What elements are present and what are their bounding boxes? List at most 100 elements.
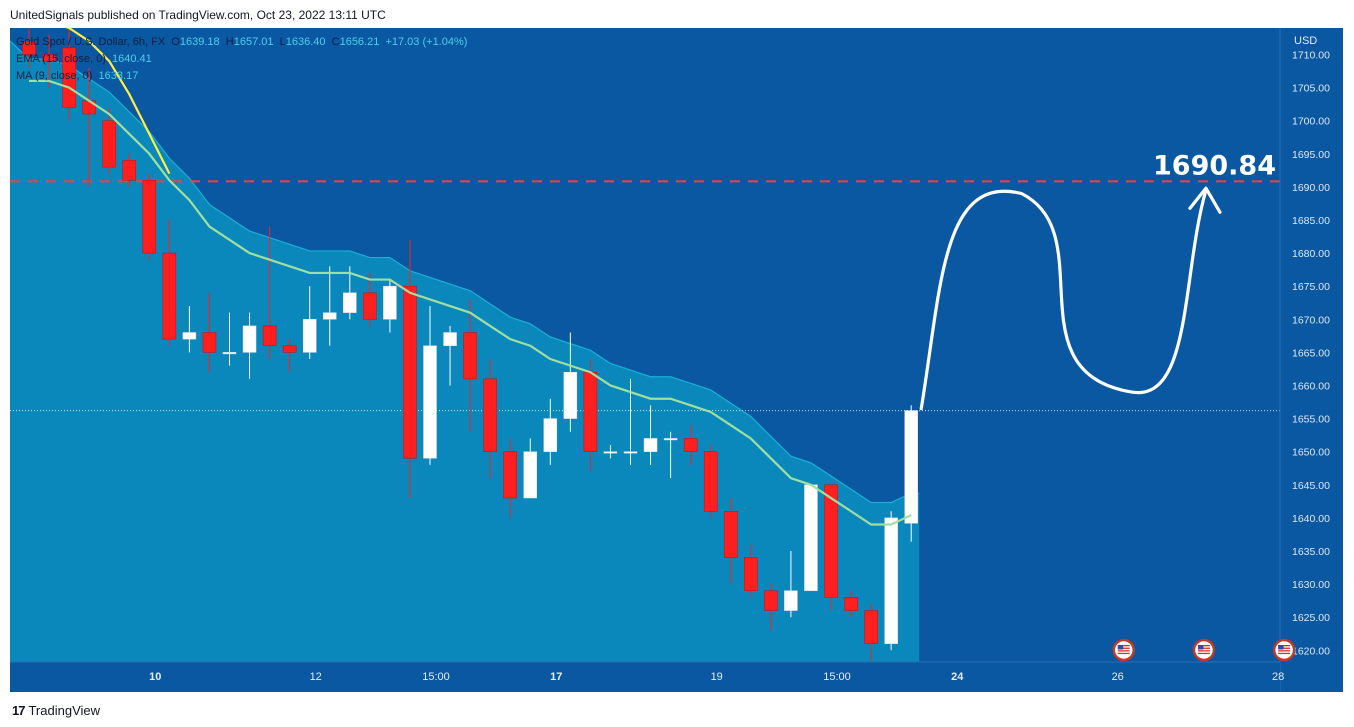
flag-field (1197, 645, 1210, 655)
candle-body (744, 557, 758, 591)
chart-frame[interactable]: 1690.841690.84 1656.21 1710.00 1705.00 170… (10, 28, 1343, 692)
target-line-group: 1690.841690.84 (10, 150, 1340, 190)
candle-body (623, 451, 638, 454)
candle-body (262, 325, 277, 347)
x-tick-label: 12 (310, 671, 322, 683)
flag-stripe (1117, 647, 1130, 649)
candle-body (683, 438, 698, 452)
candle-body (222, 352, 237, 355)
candle-body (543, 418, 558, 452)
flag-stripe (1197, 647, 1210, 649)
candle-body (323, 312, 337, 320)
candle-body (663, 438, 678, 441)
candle-body (503, 451, 517, 499)
ema-line-group (29, 79, 912, 526)
candle-body (383, 285, 397, 320)
flag-stripe (1278, 645, 1291, 647)
flag-stripe (1197, 650, 1210, 652)
candle-body (122, 160, 136, 181)
candle-body (724, 511, 738, 558)
top-bar: UnitedSignals published on TradingView.c… (0, 0, 1354, 28)
y-tick-label: 1645.00 (1292, 480, 1330, 492)
legend-ma-value: 1633.17 (98, 70, 139, 82)
legend-symbol: Gold Spot / U.S. Dollar, 6h, FX (16, 36, 166, 48)
x-tick-label: 15:00 (422, 671, 450, 683)
y-tick-label: 1670.00 (1292, 314, 1330, 326)
candle-body (463, 332, 477, 380)
y-tick-label: 1655.00 (1292, 414, 1330, 426)
tradingview-logo[interactable]: 17 TradingView (12, 703, 100, 718)
flag-field (1117, 645, 1130, 655)
us-flag-icon (1192, 638, 1216, 662)
flag-stripe (1117, 650, 1130, 652)
candle-body (643, 438, 658, 452)
legend-symbol-row: Gold Spot / U.S. Dollar, 6h, FX O1639.18… (16, 34, 467, 51)
projection-curve (919, 188, 1208, 411)
y-tick-label: 1630.00 (1292, 579, 1330, 591)
x-tick-label: 26 (1112, 671, 1124, 683)
price-chart[interactable]: 1690.841690.84 1656.21 1710.00 1705.00 170… (10, 28, 1343, 692)
y-tick-label: 1685.00 (1292, 215, 1330, 227)
ma-line-group (65, 28, 171, 175)
candle-body (703, 451, 718, 512)
y-tick-label: 1700.00 (1292, 116, 1330, 128)
ema-band-edge (10, 40, 920, 504)
time-axis: 10 12 15:00 17 19 15:00 24 26 28 (10, 661, 1284, 692)
candle-body (202, 332, 217, 353)
chart-legend: Gold Spot / U.S. Dollar, 6h, FX O1639.18… (16, 34, 467, 85)
candle-body (42, 54, 56, 62)
candle-body (563, 371, 578, 419)
x-tick-label: 24 (951, 671, 964, 683)
flag-canton (1117, 645, 1124, 650)
flag-stripe (1278, 647, 1291, 649)
flag-stripe (1197, 645, 1210, 647)
legend-ema-value: 1640.41 (112, 53, 152, 65)
legend-low-value: 1636.40 (285, 36, 326, 48)
event-icons (1112, 638, 1296, 662)
candle-body (282, 345, 297, 353)
y-tick-label: 1680.00 (1292, 248, 1330, 260)
candle-body (363, 292, 377, 320)
candle-body (343, 292, 357, 313)
y-tick-label: 1640.00 (1292, 513, 1330, 525)
y-tick-label: 1665.00 (1292, 347, 1330, 359)
flag-field (1278, 645, 1291, 655)
candle-body (142, 180, 157, 254)
flag-stripe (1278, 652, 1291, 655)
candle-body (603, 451, 618, 454)
flag-stripe (1197, 652, 1210, 655)
legend-open-label: O (171, 36, 180, 48)
candles (22, 28, 918, 664)
candle-body (784, 590, 798, 611)
bottom-bar (0, 692, 1354, 727)
projection-arrowhead (1188, 186, 1222, 214)
legend-ma-row: MA (9, close, 0) 1633.17 (16, 68, 467, 85)
candle-body (824, 484, 838, 598)
y-tick-label: 1695.00 (1292, 149, 1330, 161)
candle-body (182, 332, 197, 340)
flag-stripe (1278, 650, 1291, 652)
candle-body (864, 610, 878, 644)
ma-line (65, 28, 171, 175)
legend-high-label: H (225, 36, 234, 48)
y-tick-label: 1660.00 (1292, 380, 1330, 392)
legend-open-value: 1639.18 (179, 36, 220, 48)
candle-body (302, 319, 317, 353)
candle-body (764, 590, 778, 611)
y-tick-label: 1635.00 (1292, 546, 1330, 558)
legend-high-value: 1657.01 (233, 36, 274, 48)
price-axis: 1710.00 1705.00 1700.00 1695.00 1690.00 1685.… (1279, 28, 1343, 692)
tradingview-brand: TradingView (28, 703, 101, 718)
candle-body (884, 517, 898, 644)
candle-body (523, 451, 537, 499)
projection-group (919, 186, 1222, 411)
published-info: UnitedSignals published on TradingView.c… (10, 8, 386, 22)
currency-label: USD (1294, 35, 1318, 47)
us-flag-icon (1272, 638, 1296, 662)
candle-body (904, 410, 918, 524)
legend-low-label: L (279, 36, 286, 48)
x-tick-label: 19 (711, 671, 723, 683)
candle-body (583, 371, 598, 452)
candle-body (844, 597, 858, 611)
y-tick-label: 1690.00 (1292, 182, 1330, 194)
